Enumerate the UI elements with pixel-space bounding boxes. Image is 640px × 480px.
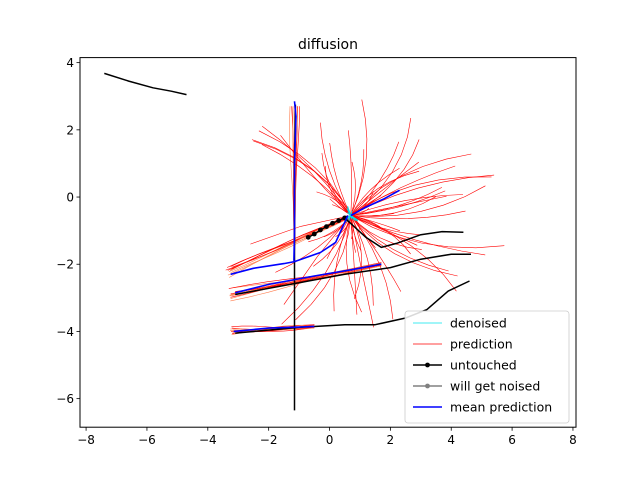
untouched-point — [305, 234, 311, 240]
legend-label: denoised — [450, 316, 507, 331]
prediction-line — [345, 215, 362, 313]
prediction-line — [350, 99, 368, 216]
untouched-line — [104, 72, 187, 96]
axes-frame — [79, 57, 577, 428]
prediction-line — [329, 198, 351, 216]
y-tick-label: −2 — [56, 258, 74, 272]
x-tick-label: 6 — [508, 433, 516, 447]
mean-prediction-line — [233, 325, 315, 333]
legend-label: mean prediction — [450, 400, 552, 415]
prediction-line — [350, 215, 505, 249]
chart-title: diffusion — [298, 37, 358, 53]
prediction-line — [350, 153, 472, 216]
prediction-line — [350, 215, 402, 292]
prediction-line — [350, 215, 457, 292]
prediction-line — [350, 215, 458, 277]
prediction-line — [325, 166, 352, 216]
prediction-line — [228, 216, 348, 272]
untouched-line — [344, 217, 464, 249]
x-tick-label: 4 — [447, 433, 455, 447]
prediction-line — [250, 215, 351, 245]
legend: denoised prediction untouched will get nois… — [404, 310, 570, 424]
prediction-line — [350, 190, 446, 216]
denoised-line — [348, 215, 352, 222]
prediction-line — [348, 130, 352, 216]
x-tick-label: 0 — [326, 433, 334, 447]
prediction-line — [350, 170, 420, 216]
prediction-line — [329, 142, 352, 216]
x-tick-label: −8 — [77, 433, 95, 447]
denoised-line — [347, 205, 352, 216]
legend-label: will get noised — [450, 379, 540, 394]
prediction-line — [262, 125, 352, 216]
x-tick-label: −6 — [138, 433, 156, 447]
prediction-line — [350, 210, 466, 220]
prediction-line — [350, 196, 436, 217]
untouched-point — [324, 224, 329, 230]
y-tick-label: 2 — [66, 123, 74, 137]
mean-prediction-line — [230, 215, 349, 276]
untouched-point — [330, 220, 335, 226]
y-tick-label: 4 — [66, 56, 74, 70]
prediction-line — [350, 167, 400, 216]
legend-label: prediction — [450, 337, 513, 352]
y-tick-label: −6 — [56, 392, 74, 406]
prediction-line — [275, 215, 352, 273]
untouched-point — [317, 227, 323, 233]
prediction-line — [350, 161, 356, 216]
prediction-line — [350, 215, 486, 256]
y-tick-label: −4 — [56, 325, 74, 339]
x-tick-label: 2 — [387, 433, 395, 447]
x-tick-label: 8 — [569, 433, 577, 447]
y-tick-label: 0 — [66, 191, 74, 205]
untouched-point — [311, 231, 317, 237]
prediction-line — [350, 194, 464, 216]
untouched-point — [336, 218, 342, 223]
prediction-line — [350, 215, 358, 315]
mean-prediction-line — [235, 263, 382, 294]
legend-marker — [425, 383, 430, 389]
legend-label: untouched — [450, 358, 517, 373]
prediction-line — [333, 215, 352, 312]
mean-prediction-line — [350, 189, 400, 217]
x-axis: −8 −6 −4 −2 0 2 4 6 8 — [77, 427, 577, 447]
x-tick-label: −4 — [199, 433, 217, 447]
y-axis: −6 −4 −2 0 2 4 — [56, 56, 80, 406]
legend-box — [404, 310, 570, 424]
prediction-line — [261, 144, 352, 216]
prediction-line — [350, 141, 400, 216]
mean-prediction-line — [293, 101, 297, 261]
prediction-line — [253, 140, 352, 216]
prediction-line — [350, 161, 419, 216]
prediction-line — [281, 215, 352, 325]
prediction-line — [350, 215, 422, 250]
x-tick-label: −2 — [260, 433, 278, 447]
prediction-line — [350, 215, 381, 228]
untouched-line — [235, 253, 471, 296]
prediction-line — [350, 185, 486, 217]
legend-marker — [425, 362, 430, 368]
prediction-line — [295, 215, 352, 321]
plot-area — [104, 72, 505, 411]
prediction-line — [350, 215, 449, 272]
